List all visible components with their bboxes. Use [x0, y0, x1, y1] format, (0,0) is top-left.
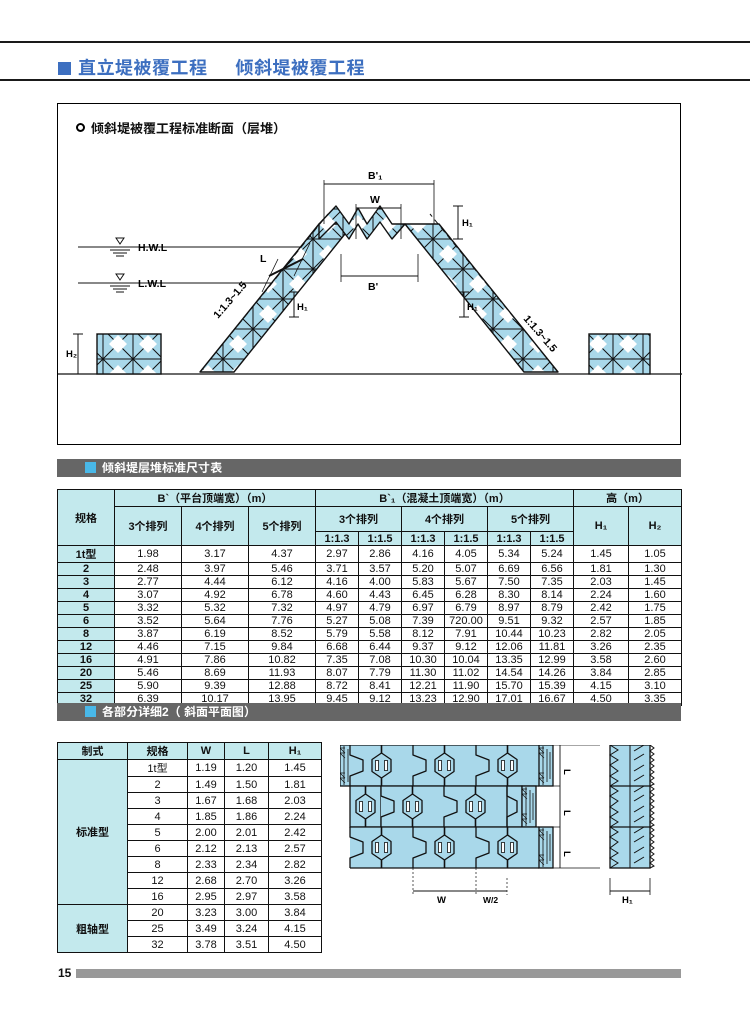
svg-text:H₁: H₁	[622, 895, 633, 906]
svg-text:L.W.L: L.W.L	[138, 278, 167, 290]
svg-text:H₁: H₁	[297, 302, 308, 313]
svg-text:H₁: H₁	[467, 302, 478, 313]
svg-text:L: L	[561, 769, 572, 775]
svg-text:H₂: H₂	[66, 349, 77, 360]
svg-text:W: W	[437, 895, 446, 906]
svg-text:L: L	[561, 851, 572, 857]
svg-text:W: W	[370, 194, 380, 206]
svg-text:H.W.L: H.W.L	[138, 242, 168, 254]
svg-text:1:1.3~1.5: 1:1.3~1.5	[211, 279, 249, 321]
svg-text:L: L	[260, 253, 267, 265]
svg-text:B'₁: B'₁	[368, 170, 382, 182]
svg-text:L: L	[561, 810, 572, 816]
svg-text:H₁: H₁	[462, 218, 473, 229]
svg-text:W/2: W/2	[483, 895, 498, 905]
svg-text:B': B'	[368, 281, 378, 293]
